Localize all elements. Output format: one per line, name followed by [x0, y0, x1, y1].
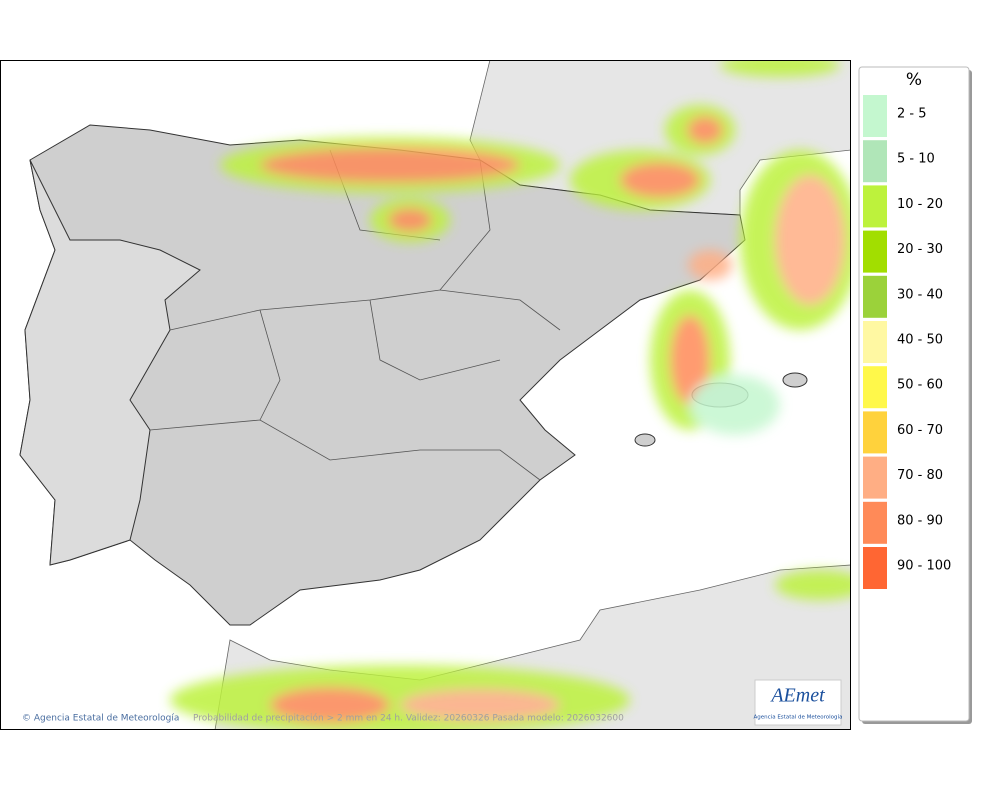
legend-label: 90 - 100: [897, 559, 951, 574]
legend-label: 20 - 30: [897, 242, 943, 257]
legend-swatch: [863, 366, 887, 409]
logo: AEmet: [769, 685, 825, 707]
menorca: [782, 372, 808, 388]
legend-title: %: [906, 70, 922, 90]
legend-swatch: [863, 411, 887, 454]
logo-subtitle: Agencia Estatal de Meteorología: [754, 714, 843, 721]
legend-swatch: [863, 501, 887, 544]
caption: Probabilidad de precipitación > 2 mm en …: [193, 713, 624, 724]
legend-label: 40 - 50: [897, 333, 943, 348]
map: © Agencia Estatal de Meteorología Probab…: [1, 61, 850, 729]
legend-swatch: [863, 95, 887, 137]
legend-swatch: [863, 230, 887, 273]
precipitation: [170, 61, 850, 729]
credit: © Agencia Estatal de Meteorología: [22, 714, 179, 724]
legend-label: 50 - 60: [897, 378, 943, 393]
logo-box: [754, 679, 842, 726]
portugal: [19, 159, 201, 566]
legend-swatch: [863, 185, 887, 228]
legend-label: 30 - 40: [897, 287, 943, 302]
legend-swatch: [863, 547, 887, 589]
legend-label: 60 - 70: [897, 423, 943, 438]
legend-label: 70 - 80: [897, 468, 943, 483]
map-frame: [0, 60, 851, 730]
legend-label: 2 - 5: [897, 107, 927, 122]
legend-swatch: [863, 321, 887, 363]
legend-label: 5 - 10: [897, 152, 935, 167]
legend-swatch: [863, 140, 887, 183]
legend-label: 80 - 90: [897, 513, 943, 528]
legend-swatch: [863, 456, 887, 499]
legend-label: 10 - 20: [897, 197, 943, 212]
legend-swatch: [863, 275, 887, 318]
ibiza: [634, 433, 656, 447]
